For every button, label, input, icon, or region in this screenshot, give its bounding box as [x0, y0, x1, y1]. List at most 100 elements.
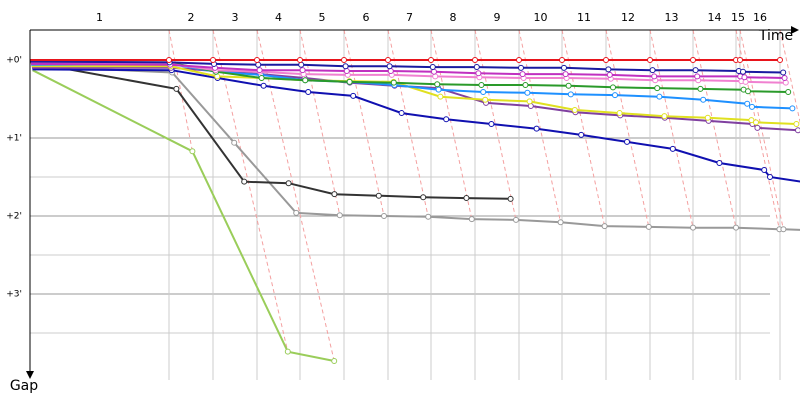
lap-point: [299, 67, 306, 74]
lap-point: [305, 89, 312, 96]
lap-point: [478, 81, 485, 88]
lap-label: 15: [731, 11, 745, 24]
lap-point: [559, 57, 565, 64]
lap-guide: [212, 29, 289, 352]
lap-point: [692, 67, 699, 74]
lap-point: [661, 113, 668, 120]
lap-point: [669, 145, 676, 152]
lap-point: [475, 70, 482, 77]
lap-point: [793, 120, 800, 127]
lap-point: [254, 57, 260, 64]
lap-point: [297, 57, 303, 64]
lap-point: [210, 57, 216, 64]
lap-point: [753, 119, 759, 126]
lap-point: [258, 74, 265, 81]
lap-label: 11: [577, 11, 591, 24]
lap-point: [741, 74, 748, 81]
lap-point: [781, 74, 788, 81]
lap-guide: [518, 29, 562, 223]
lap-point: [507, 195, 514, 202]
lap-label: 6: [363, 11, 370, 24]
lap-point: [716, 159, 723, 166]
lap-point: [166, 57, 172, 64]
lap-guide: [561, 29, 606, 227]
series-line: [31, 65, 800, 231]
lap-point: [749, 103, 755, 110]
lap-point: [694, 73, 701, 80]
lap-point: [603, 57, 609, 64]
lap-point: [331, 191, 338, 198]
lap-point: [610, 84, 616, 91]
lap-point: [557, 219, 564, 226]
lap-point: [526, 98, 533, 105]
lap-label: 4: [275, 11, 282, 24]
lap-point: [331, 358, 338, 365]
lap-guide: [649, 29, 694, 228]
lap-guide: [387, 29, 429, 217]
y-axis-title: Gap: [10, 378, 38, 394]
labels: +0'+1'+2'+3'1 2 3 4 5 6 7 8 9 10 11 12 13 14 15 16: [6, 11, 767, 299]
lap-point: [624, 138, 630, 145]
lap-label: 1: [96, 11, 103, 24]
lap-point: [346, 78, 353, 85]
lap-point: [516, 57, 522, 64]
lap-point: [524, 89, 531, 96]
lap-point: [518, 64, 524, 71]
lap-point: [745, 88, 751, 95]
lap-point: [480, 89, 487, 96]
lap-point: [647, 57, 653, 64]
lap-guide: [474, 29, 517, 220]
lap-point: [767, 173, 773, 180]
lap-point: [437, 93, 444, 100]
lap-point: [601, 223, 608, 230]
lap-point: [606, 71, 613, 78]
lap-point: [375, 192, 382, 199]
lap-label: 13: [665, 11, 679, 24]
lap-point: [341, 57, 347, 64]
lap-point: [649, 67, 656, 74]
lap-point: [434, 81, 441, 88]
lap-point: [189, 148, 196, 155]
y-tick-label: +3': [6, 289, 22, 299]
y-tick-label: +2': [6, 211, 22, 221]
lap-point: [690, 224, 696, 231]
lap-label: 2: [188, 11, 195, 24]
lap-point: [293, 209, 300, 216]
lap-label: 9: [494, 11, 501, 24]
lap-point: [468, 216, 475, 223]
lap-point: [654, 85, 661, 92]
lap-point: [260, 82, 267, 89]
lap-point: [284, 348, 291, 355]
lap-point: [789, 105, 796, 112]
lap-label: 8: [450, 11, 457, 24]
lap-point: [473, 64, 480, 71]
lap-point: [780, 69, 787, 76]
lap-point: [567, 91, 574, 98]
lap-label: 14: [708, 11, 722, 24]
lap-label: 12: [621, 11, 635, 24]
grid: [30, 30, 781, 380]
lap-point: [381, 212, 387, 219]
lap-point: [645, 223, 652, 230]
lap-point: [562, 71, 569, 78]
lap-point: [565, 82, 572, 89]
lap-point: [704, 114, 711, 121]
lap-label: 7: [406, 11, 413, 24]
lap-point: [472, 57, 478, 64]
lap-guide: [343, 29, 385, 217]
lap-point: [605, 66, 612, 73]
lap-point: [285, 180, 292, 187]
lap-point: [488, 120, 495, 127]
lap-point: [777, 57, 783, 64]
lap-point: [561, 64, 567, 71]
lap-guide: [256, 29, 335, 362]
lap-point: [761, 166, 768, 173]
lap-point: [231, 139, 238, 146]
lap-point: [795, 127, 800, 134]
lap-point: [690, 57, 696, 64]
lap-point: [616, 110, 623, 117]
lap-guide: [739, 29, 784, 230]
lap-point: [385, 57, 391, 64]
lap-point: [519, 71, 526, 78]
